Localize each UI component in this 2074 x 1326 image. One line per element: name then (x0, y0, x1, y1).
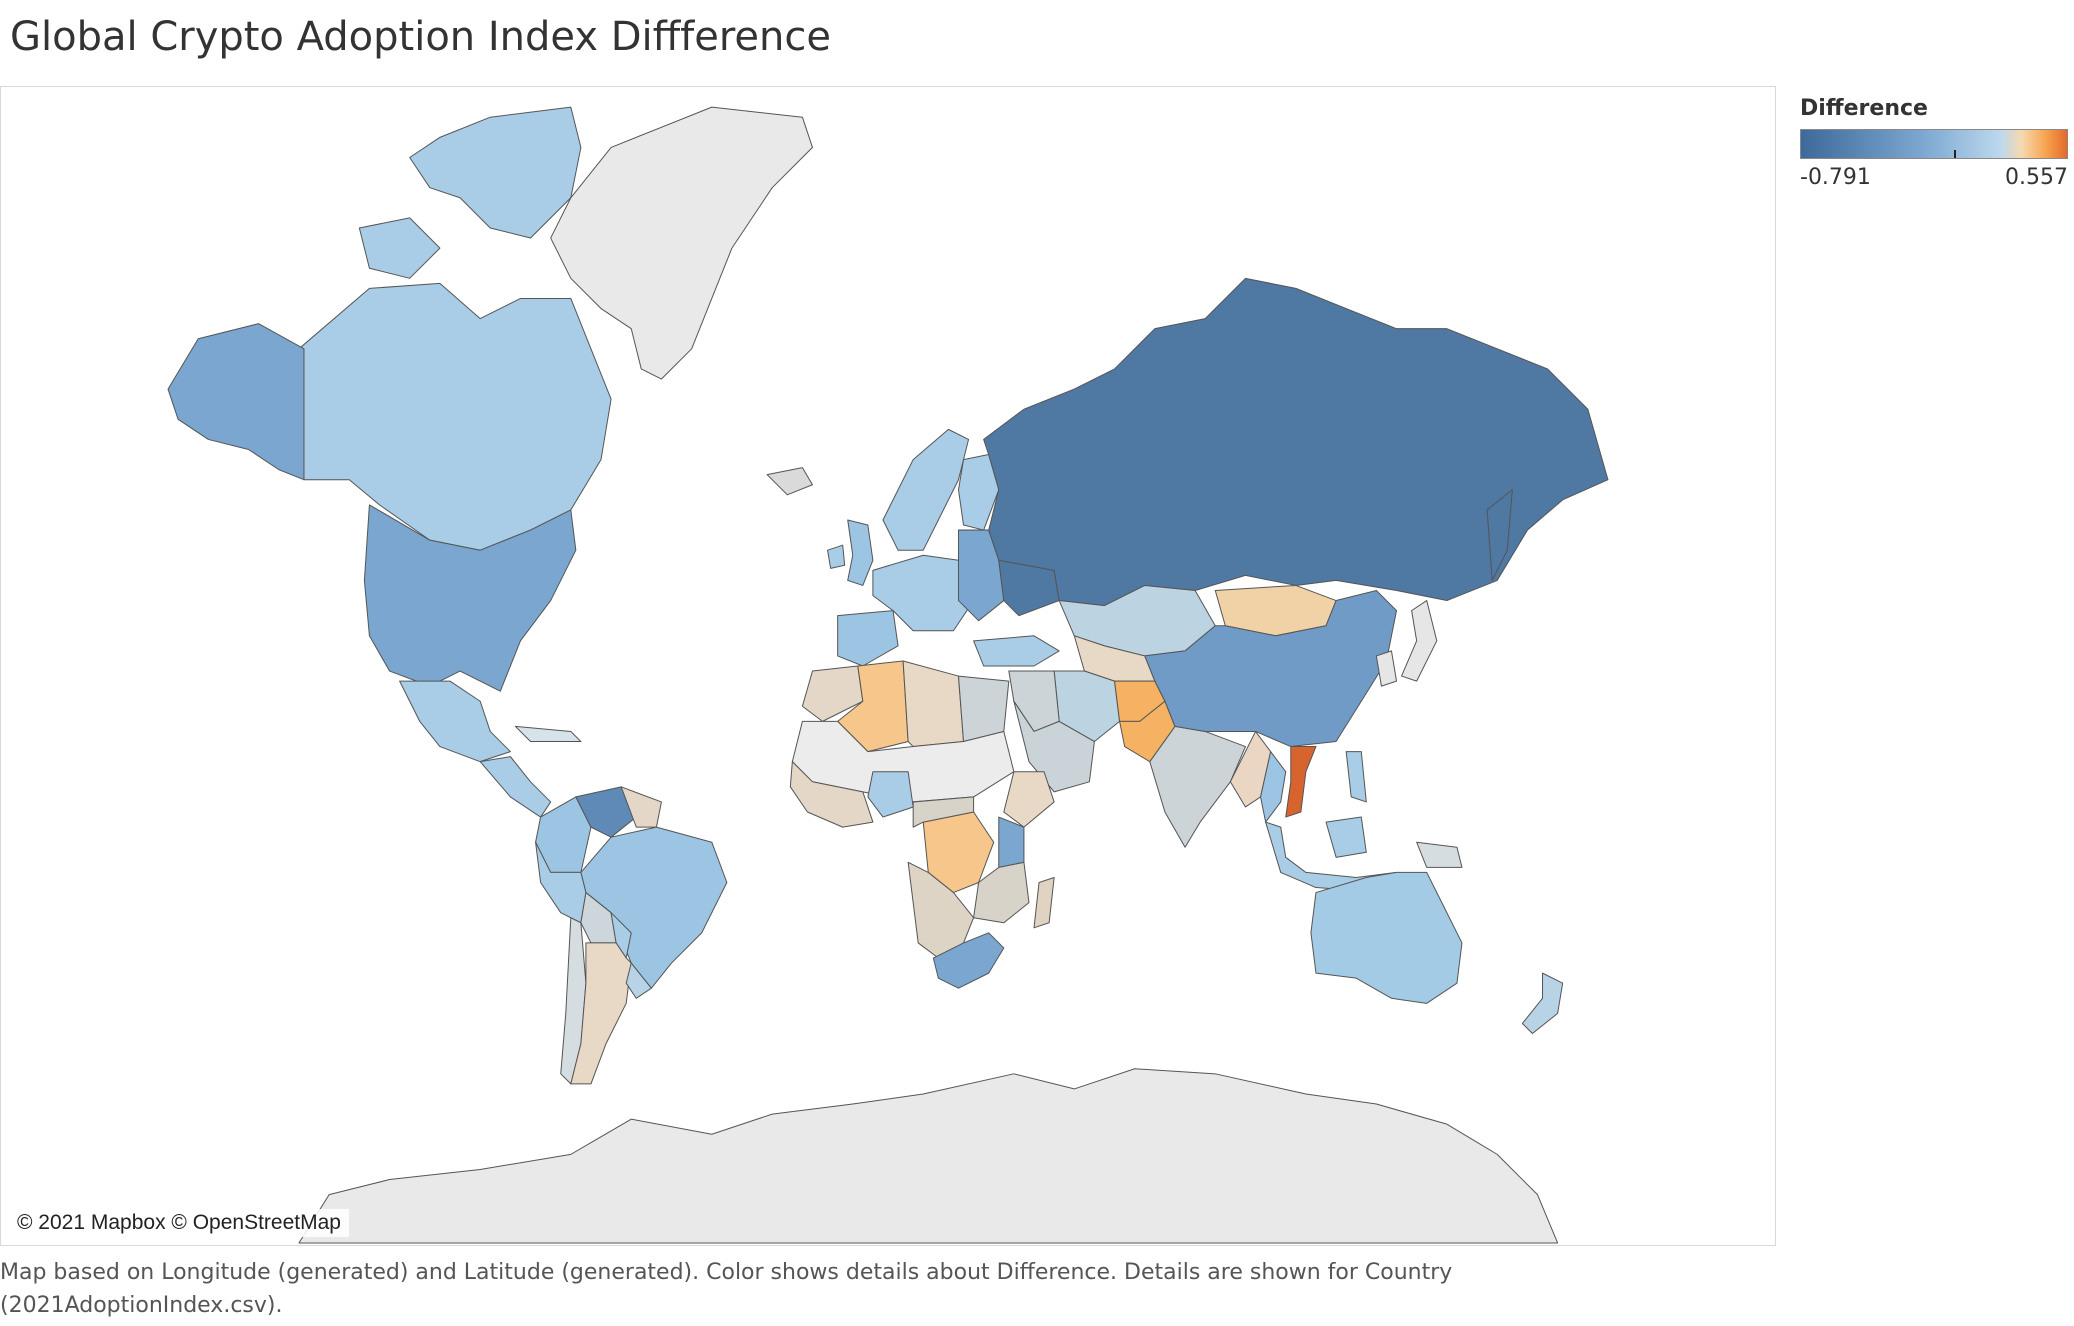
region-uk[interactable] (847, 519, 874, 586)
region-usa[interactable] (363, 504, 577, 692)
legend-zero-tick (1954, 150, 1956, 158)
region-turkey[interactable] (973, 635, 1060, 667)
map-attribution[interactable]: © 2021 Mapbox © OpenStreetMap (9, 1209, 349, 1237)
region-alaska[interactable] (167, 323, 305, 481)
region-saudi[interactable] (1013, 700, 1095, 793)
region-argentina[interactable] (570, 942, 632, 1085)
region-western-europe[interactable] (872, 554, 975, 632)
region-iceland[interactable] (766, 467, 813, 496)
legend-title: Difference (1800, 96, 1928, 121)
region-south-africa[interactable] (932, 932, 1005, 989)
region-australia[interactable] (1310, 871, 1463, 1004)
region-vietnam[interactable] (1285, 746, 1317, 818)
legend-color-ramp (1800, 129, 2068, 159)
color-legend: Difference -0.791 0.557 (1800, 96, 2070, 190)
region-scandinavia[interactable] (882, 428, 970, 551)
region-libya[interactable] (902, 660, 965, 748)
region-russia[interactable] (983, 277, 1609, 607)
region-venezuela[interactable] (575, 786, 637, 838)
region-china[interactable] (1144, 589, 1398, 748)
region-korea-japan[interactable] (1375, 600, 1438, 687)
region-iberia[interactable] (837, 610, 899, 667)
legend-max-label: 0.557 (2005, 165, 2068, 190)
region-central-africa[interactable] (912, 796, 975, 828)
region-morocco[interactable] (801, 665, 864, 722)
region-philippines[interactable] (1345, 751, 1367, 803)
map-caption: Map based on Longitude (generated) and L… (0, 1260, 1453, 1318)
region-greenland[interactable] (550, 106, 813, 380)
region-png[interactable] (1416, 841, 1463, 868)
map-canvas[interactable]: © 2021 Mapbox © OpenStreetMap (0, 86, 1776, 1246)
region-cuba[interactable] (514, 725, 582, 743)
region-new-zealand[interactable] (1521, 972, 1564, 1035)
region-ireland[interactable] (827, 544, 846, 569)
region-middle-east[interactable] (1008, 670, 1060, 732)
region-mexico[interactable] (399, 680, 511, 763)
region-thailand[interactable] (1260, 751, 1287, 823)
region-canada[interactable] (298, 282, 612, 551)
chart-title: Global Crypto Adoption Index Diffference (10, 14, 831, 60)
legend-labels: -0.791 0.557 (1800, 165, 2068, 190)
region-ethiopia[interactable] (1003, 771, 1055, 828)
region-antarctica[interactable] (298, 1068, 1559, 1244)
world-map[interactable] (1, 87, 1775, 1245)
region-canada-islands[interactable] (358, 106, 582, 279)
region-uruguay[interactable] (625, 962, 652, 999)
region-india[interactable] (1149, 725, 1246, 848)
region-west-africa[interactable] (789, 761, 874, 828)
region-madagascar[interactable] (1033, 876, 1055, 929)
region-central-america[interactable] (479, 756, 552, 818)
legend-min-label: -0.791 (1800, 165, 1871, 190)
region-nigeria[interactable] (867, 771, 914, 818)
region-russia-east[interactable] (1486, 489, 1513, 581)
